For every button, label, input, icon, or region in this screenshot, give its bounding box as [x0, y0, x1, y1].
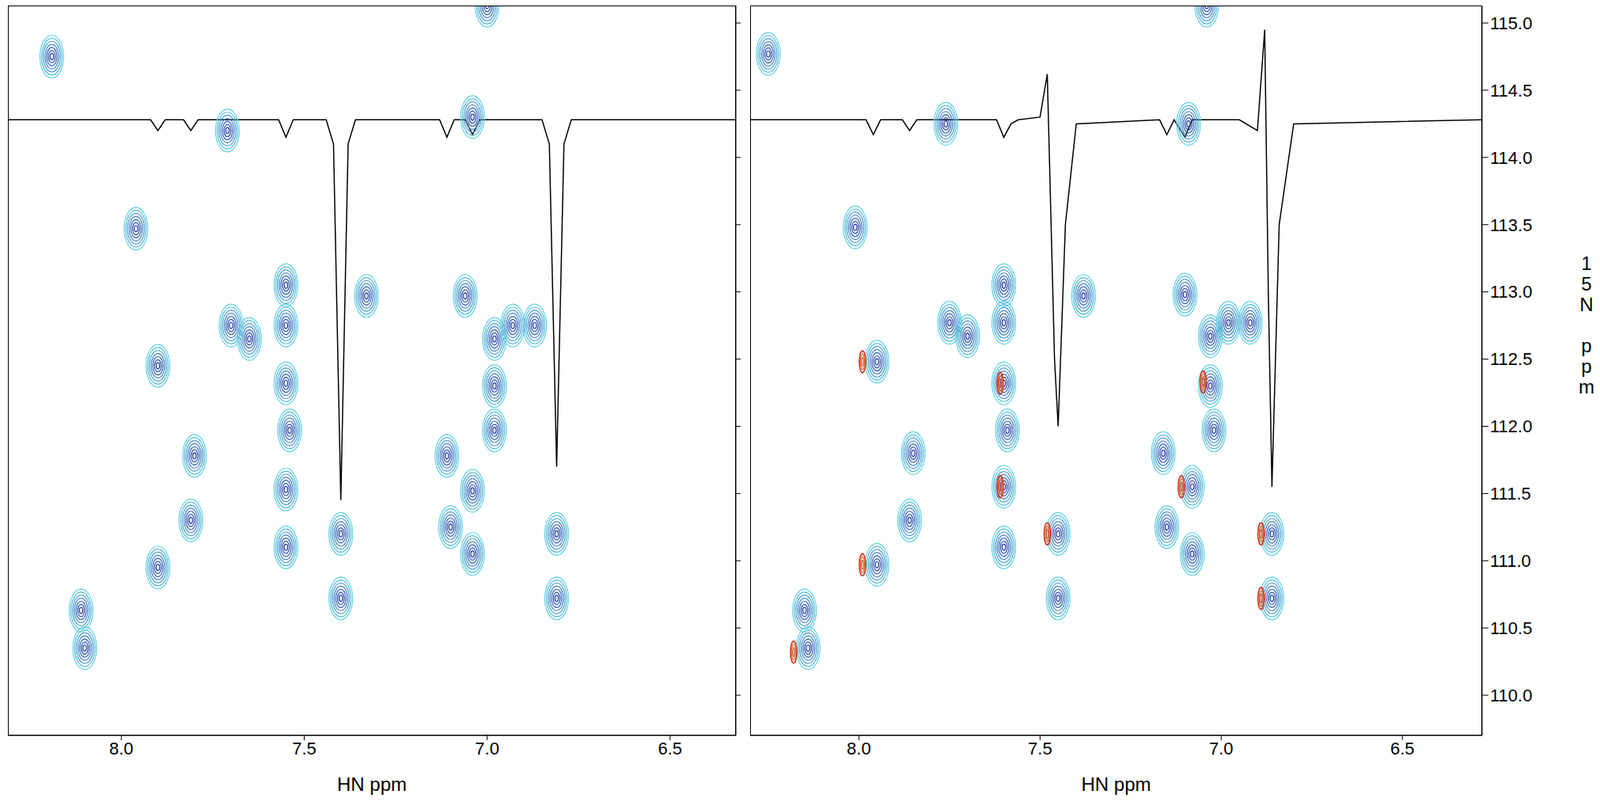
svg-text:8.0: 8.0 [109, 738, 134, 759]
svg-text:HN ppm: HN ppm [337, 773, 407, 795]
svg-text:7.0: 7.0 [1209, 738, 1234, 759]
svg-text:110.5: 110.5 [1490, 618, 1532, 638]
svg-text:HN ppm: HN ppm [1080, 773, 1151, 795]
svg-text:6.5: 6.5 [657, 738, 683, 759]
svg-text:7.5: 7.5 [291, 738, 317, 759]
svg-text:113.0: 113.0 [1490, 281, 1532, 302]
html-text:1: 1 [1581, 252, 1592, 274]
svg-text:114.5: 114.5 [1490, 80, 1532, 101]
html-text:p: p [1581, 334, 1592, 357]
svg-text:113.5: 113.5 [1490, 215, 1532, 236]
svg-text:115.0: 115.0 [1490, 13, 1532, 34]
svg-text:6.5: 6.5 [1390, 738, 1415, 759]
svg-text:112.5: 112.5 [1490, 348, 1532, 369]
svg-text:110.0: 110.0 [1490, 685, 1532, 706]
svg-text:7.0: 7.0 [474, 738, 500, 759]
html-text:5: 5 [1581, 272, 1592, 295]
svg-text:112.0: 112.0 [1490, 416, 1532, 437]
html-text:p: p [1581, 355, 1592, 377]
svg-text:111.0: 111.0 [1490, 550, 1532, 571]
svg-text:111.5: 111.5 [1490, 483, 1532, 504]
svg-text:7.5: 7.5 [1027, 738, 1053, 759]
html-text:N: N [1579, 293, 1594, 315]
svg-text:114.0: 114.0 [1490, 147, 1532, 168]
svg-text:8.0: 8.0 [846, 738, 872, 759]
html-text:m: m [1578, 375, 1595, 398]
